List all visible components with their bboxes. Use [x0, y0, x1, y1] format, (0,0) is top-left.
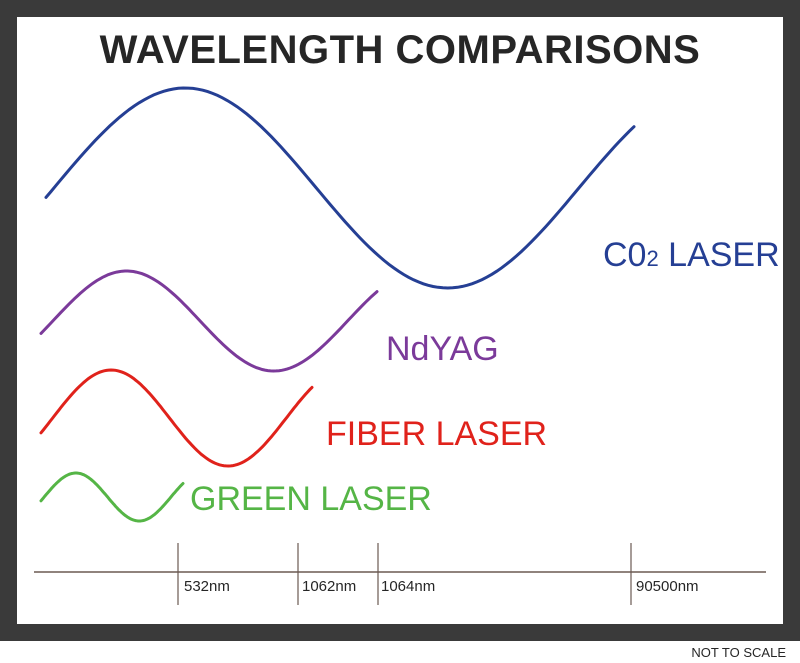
- diagram-title: WAVELENGTH COMPARISONS: [99, 28, 701, 72]
- tick-label-532nm: 532nm: [184, 578, 230, 595]
- green-laser-label: GREEN LASER: [190, 480, 432, 518]
- co2-label-rest: LASER: [658, 236, 780, 274]
- tick-label-1064nm: 1064nm: [381, 578, 436, 595]
- fiber-laser-label: FIBER LASER: [326, 415, 548, 453]
- ndyag-wave: [39, 269, 379, 373]
- co2-laser-label: C02 LASER: [603, 238, 780, 272]
- tick-label-90500nm: 90500nm: [636, 578, 699, 595]
- co2-label-main: C0: [603, 236, 647, 274]
- green-laser-wave: [39, 471, 185, 523]
- ndyag-label: NdYAG: [386, 330, 499, 368]
- fiber-laser-wave: [39, 368, 314, 468]
- co2-laser-wave: [44, 86, 636, 290]
- not-to-scale-note: NOT TO SCALE: [691, 645, 786, 660]
- tick-label-1062nm: 1062nm: [302, 578, 357, 595]
- co2-label-subscript: 2: [646, 246, 659, 271]
